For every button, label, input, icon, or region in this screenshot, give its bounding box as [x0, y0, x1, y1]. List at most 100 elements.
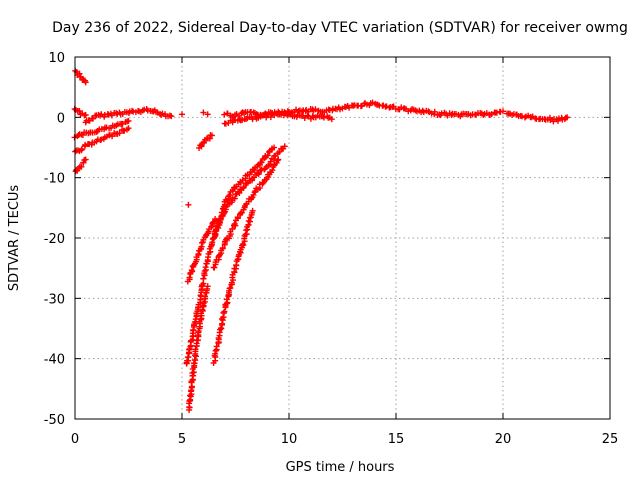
- data-point: [480, 111, 487, 118]
- data-point: [493, 109, 500, 116]
- data-point: [281, 143, 288, 150]
- y-tick-label: 10: [48, 51, 65, 66]
- data-point: [211, 264, 218, 271]
- data-point: [168, 113, 175, 120]
- data-point: [185, 201, 192, 208]
- y-tick-label: -10: [44, 172, 65, 187]
- data-point: [201, 293, 208, 300]
- chart-title: Day 236 of 2022, Sidereal Day-to-day VTE…: [52, 20, 628, 36]
- data-point: [309, 113, 316, 120]
- data-point: [192, 346, 199, 353]
- data-point: [547, 117, 554, 124]
- data-point: [564, 114, 571, 121]
- x-axis-label: GPS time / hours: [286, 460, 395, 475]
- data-point: [231, 195, 238, 202]
- data-point: [223, 296, 230, 303]
- data-point: [211, 231, 218, 238]
- data-point: [500, 108, 506, 115]
- data-point: [208, 132, 215, 139]
- x-tick-label: 15: [388, 432, 405, 447]
- data-point: [431, 108, 438, 115]
- data-point: [217, 216, 224, 223]
- data-point: [221, 308, 228, 315]
- data-point: [238, 209, 245, 216]
- data-point: [240, 184, 247, 191]
- data-point: [258, 159, 265, 166]
- data-point: [425, 108, 432, 115]
- data-point: [274, 157, 281, 164]
- data-point: [125, 125, 132, 132]
- data-point: [213, 343, 220, 350]
- data-point: [221, 209, 228, 216]
- data-point: [179, 111, 185, 118]
- data-point: [286, 110, 293, 117]
- x-tick-label: 5: [178, 432, 186, 447]
- data-point: [195, 252, 202, 259]
- data-point: [383, 103, 390, 110]
- data-point: [78, 146, 85, 153]
- data-point: [186, 274, 193, 281]
- data-point: [221, 111, 228, 118]
- data-point: [78, 163, 85, 170]
- y-tick-label: 0: [57, 111, 65, 126]
- data-point: [249, 207, 256, 214]
- data-point: [219, 245, 226, 252]
- data-point: [273, 110, 280, 117]
- data-point: [229, 226, 236, 233]
- axis-ticks: 0 5 10 15 20 25 10 0 -10 -20 -30 -40 -50: [44, 51, 619, 447]
- data-point: [304, 112, 311, 119]
- data-point: [201, 268, 208, 275]
- data-point: [328, 116, 335, 123]
- data-point: [271, 144, 278, 151]
- data-point: [190, 326, 197, 333]
- grid-lines: [75, 57, 610, 419]
- y-tick-label: -50: [44, 413, 65, 428]
- data-point: [199, 239, 206, 246]
- data-point: [204, 111, 211, 118]
- data-point: [264, 152, 271, 159]
- data-point: [259, 180, 266, 187]
- x-tick-label: 10: [281, 432, 298, 447]
- data-point: [236, 190, 243, 197]
- y-tick-label: -40: [44, 353, 65, 368]
- data-point: [269, 167, 276, 174]
- data-point: [116, 130, 123, 137]
- data-point: [195, 328, 202, 335]
- data-point: [186, 392, 193, 399]
- data-point: [121, 127, 128, 134]
- data-point: [202, 264, 209, 271]
- data-point: [82, 156, 89, 163]
- y-tick-label: -20: [44, 232, 65, 247]
- y-tick-label: -30: [44, 292, 65, 307]
- x-tick-label: 20: [495, 432, 512, 447]
- data-points: [71, 67, 571, 413]
- data-point: [128, 107, 135, 114]
- data-point: [184, 354, 191, 361]
- data-point: [213, 228, 220, 235]
- y-axis-label: SDTVAR / TECUs: [7, 185, 22, 292]
- data-point: [82, 111, 89, 118]
- data-point: [275, 156, 282, 163]
- data-point: [225, 193, 232, 200]
- data-point: [188, 267, 195, 274]
- data-point: [448, 112, 455, 119]
- data-point: [200, 275, 207, 282]
- data-point: [125, 117, 132, 124]
- data-point: [190, 360, 197, 367]
- data-point: [204, 283, 211, 290]
- data-point: [521, 114, 528, 121]
- data-point: [227, 284, 234, 291]
- data-point: [119, 120, 126, 127]
- data-point: [231, 220, 238, 227]
- x-tick-label: 0: [71, 432, 79, 447]
- data-point: [226, 192, 233, 199]
- data-point: [109, 133, 116, 140]
- data-point: [82, 79, 89, 86]
- data-point: [200, 109, 207, 116]
- data-point: [82, 141, 89, 148]
- data-point: [267, 158, 274, 165]
- data-point: [267, 114, 274, 121]
- x-tick-label: 25: [602, 432, 619, 447]
- data-point: [208, 224, 215, 231]
